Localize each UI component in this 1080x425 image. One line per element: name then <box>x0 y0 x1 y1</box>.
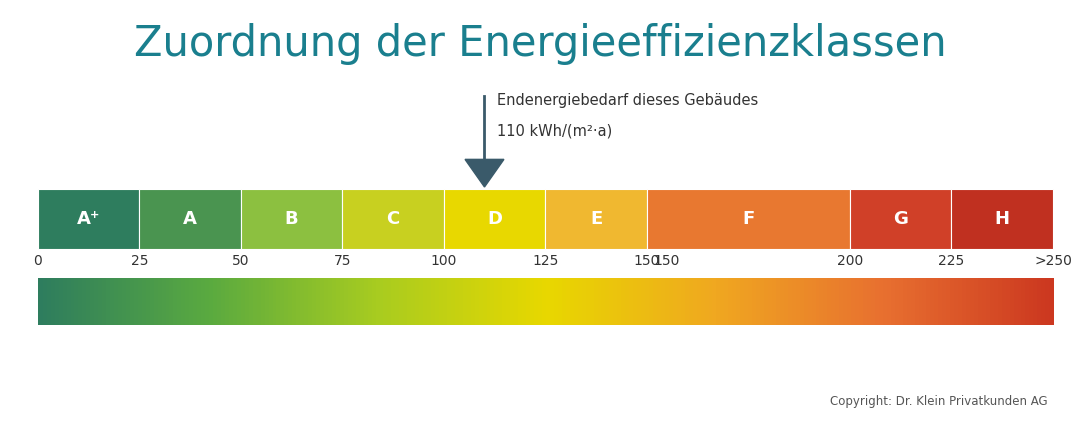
Bar <box>342 189 444 249</box>
Bar <box>444 189 545 249</box>
Text: 125: 125 <box>532 255 558 268</box>
Text: Zuordnung der Energieeffizienzklassen: Zuordnung der Energieeffizienzklassen <box>134 23 946 65</box>
Bar <box>545 189 647 249</box>
Text: 150: 150 <box>634 255 660 268</box>
Text: 225: 225 <box>939 255 964 268</box>
Text: >250: >250 <box>1034 255 1072 268</box>
Text: G: G <box>893 210 908 228</box>
Bar <box>850 189 951 249</box>
Text: 75: 75 <box>334 255 351 268</box>
Text: A: A <box>184 210 197 228</box>
Bar <box>647 189 850 249</box>
Text: D: D <box>487 210 502 228</box>
Text: 50: 50 <box>232 255 249 268</box>
Bar <box>38 189 139 249</box>
Text: 150: 150 <box>653 255 679 268</box>
Bar <box>241 189 342 249</box>
Bar <box>38 249 1053 274</box>
Text: F: F <box>742 210 755 228</box>
Text: B: B <box>285 210 298 228</box>
Text: 200: 200 <box>837 255 863 268</box>
Bar <box>951 189 1053 249</box>
Text: E: E <box>590 210 603 228</box>
Bar <box>139 189 241 249</box>
Text: H: H <box>995 210 1010 228</box>
Text: 0: 0 <box>33 255 42 268</box>
Text: 100: 100 <box>431 255 457 268</box>
Polygon shape <box>465 159 504 187</box>
Text: Copyright: Dr. Klein Privatkunden AG: Copyright: Dr. Klein Privatkunden AG <box>829 395 1048 408</box>
Text: C: C <box>387 210 400 228</box>
Text: 110 kWh/(m²·a): 110 kWh/(m²·a) <box>498 123 612 138</box>
Text: 25: 25 <box>131 255 148 268</box>
Text: A⁺: A⁺ <box>77 210 100 228</box>
Text: Endenergiebedarf dieses Gebäudes: Endenergiebedarf dieses Gebäudes <box>498 94 758 108</box>
